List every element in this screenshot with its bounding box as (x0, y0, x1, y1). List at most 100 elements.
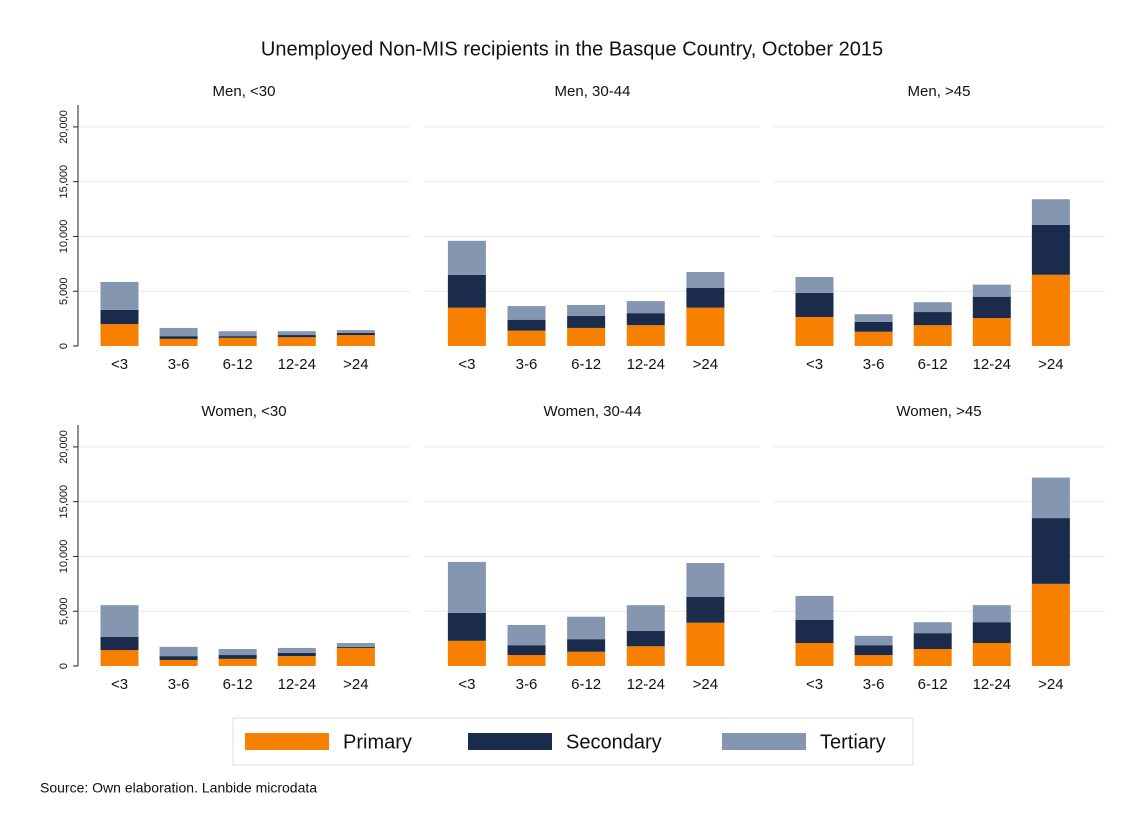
bar-segment (686, 596, 725, 623)
x-tick-label: 6-12 (918, 356, 948, 373)
panel-title: Men, <30 (213, 83, 276, 100)
legend-label: Tertiary (820, 731, 886, 753)
bar-segment (795, 276, 834, 293)
bar-segment (277, 331, 316, 336)
bar-segment (686, 287, 725, 308)
x-tick-label: 12-24 (627, 356, 665, 373)
legend-swatch (722, 733, 806, 750)
bar-segment (159, 656, 198, 660)
y-tick-label: 0 (58, 343, 70, 349)
x-tick-label: >24 (693, 356, 718, 373)
bar-segment (447, 612, 486, 641)
x-tick-label: <3 (111, 676, 128, 693)
bar-segment (913, 325, 952, 346)
bar-segment (336, 330, 375, 333)
x-tick-label: 12-24 (973, 676, 1011, 693)
bar-segment (507, 624, 546, 646)
x-tick-label: 12-24 (627, 676, 665, 693)
x-tick-label: <3 (111, 356, 128, 373)
y-tick-label: 0 (58, 663, 70, 669)
bar-segment (100, 605, 139, 637)
y-tick-label: 5,000 (58, 277, 70, 305)
panel-title: Women, >45 (896, 403, 981, 420)
bar-segment (567, 651, 606, 666)
bar-segment (1031, 274, 1070, 346)
x-tick-label: 3-6 (863, 676, 885, 693)
bar-segment (336, 646, 375, 648)
x-tick-label: <3 (458, 676, 475, 693)
bar-segment (913, 622, 952, 634)
x-tick-label: 3-6 (516, 676, 538, 693)
bar-segment (218, 649, 257, 656)
bar-segment (507, 306, 546, 320)
bar-segment (567, 327, 606, 346)
x-tick-label: 3-6 (168, 676, 190, 693)
bar-segment (159, 659, 198, 666)
bar-segment (854, 321, 893, 332)
bar-segment (507, 655, 546, 666)
x-tick-label: <3 (806, 356, 823, 373)
bar-segment (795, 642, 834, 666)
bar-segment (626, 630, 665, 647)
bar-segment (218, 658, 257, 666)
x-tick-label: >24 (343, 356, 368, 373)
bar-segment (447, 307, 486, 346)
bar-segment (336, 332, 375, 336)
x-tick-label: 12-24 (973, 356, 1011, 373)
bar-segment (913, 302, 952, 313)
bar-segment (159, 327, 198, 337)
bar-segment (1031, 224, 1070, 275)
legend-label: Secondary (566, 731, 662, 753)
bar-segment (972, 318, 1011, 346)
y-tick-label: 10,000 (58, 540, 70, 574)
bar-segment (1031, 477, 1070, 519)
bar-segment (795, 292, 834, 317)
bar-segment (277, 335, 316, 338)
bar-segment (218, 336, 257, 338)
bar-segment (913, 649, 952, 666)
bar-segment (100, 636, 139, 651)
bar-segment (854, 635, 893, 646)
chart-title: Unemployed Non-MIS recipients in the Bas… (261, 38, 883, 60)
bar-segment (218, 655, 257, 659)
bar-segment (795, 316, 834, 346)
bar-segment (336, 335, 375, 346)
bar-segment (972, 296, 1011, 319)
x-tick-label: >24 (1038, 676, 1063, 693)
legend-label: Primary (343, 731, 412, 753)
panel-title: Women, <30 (201, 403, 286, 420)
bar-segment (567, 315, 606, 328)
y-tick-label: 15,000 (58, 165, 70, 199)
x-tick-label: 12-24 (278, 356, 316, 373)
x-tick-label: 3-6 (863, 356, 885, 373)
bar-segment (686, 272, 725, 288)
bar-segment (686, 622, 725, 666)
bar-segment (1031, 518, 1070, 584)
bar-segment (218, 337, 257, 346)
panel-title: Men, 30-44 (555, 83, 631, 100)
bar-segment (277, 647, 316, 653)
bar-segment (336, 647, 375, 666)
bar-segment (854, 655, 893, 666)
x-tick-label: <3 (458, 356, 475, 373)
bar-segment (854, 645, 893, 656)
x-tick-label: 6-12 (571, 676, 601, 693)
bar-segment (686, 563, 725, 597)
x-tick-label: >24 (1038, 356, 1063, 373)
bar-segment (447, 561, 486, 613)
legend-swatch (468, 733, 552, 750)
bar-segment (913, 312, 952, 326)
bar-segment (626, 313, 665, 326)
bar-segment (626, 605, 665, 631)
bar-segment (626, 325, 665, 346)
bar-segment (277, 656, 316, 666)
bar-segment (795, 619, 834, 643)
bar-segment (447, 640, 486, 666)
bar-segment (100, 309, 139, 325)
bar-segment (447, 274, 486, 308)
bar-segment (100, 650, 139, 666)
bar-segment (336, 642, 375, 647)
source-note: Source: Own elaboration. Lanbide microda… (40, 780, 317, 796)
